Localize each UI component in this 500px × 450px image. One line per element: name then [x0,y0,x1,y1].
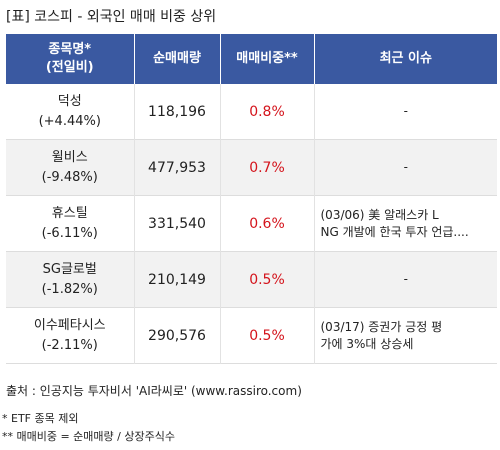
issue-line1: (03/06) 美 알래스카 L [320,207,439,222]
stock-name: 이수페타시스 [33,317,106,333]
stock-name: 휴스틸 [51,205,88,221]
header-volume: 순매매량 [134,34,221,84]
recent-issue: - [314,84,497,140]
stock-name: 덕성 [57,93,82,109]
net-volume: 118,196 [134,84,221,140]
header-issue: 최근 이슈 [314,34,497,84]
issue-line1: (03/17) 증권가 긍정 평 [320,319,443,334]
stock-name: 윌비스 [51,149,88,165]
header-row: 종목명* (전일비) 순매매량 매매비중** 최근 이슈 [6,34,497,84]
stock-change: (+4.44%) [38,113,101,129]
table-title: [표] 코스피 - 외국인 매매 비중 상위 [6,9,217,25]
stock-change: (-9.48%) [41,169,98,185]
net-volume: 210,149 [134,251,221,308]
table-row: 휴스틸 (-6.11%) 331,540 0.6% (03/06) 美 알래스카… [6,195,497,252]
issue-line2: NG 개발에 한국 투자 언급.... [320,224,469,239]
stock-name-cell: 덕성 (+4.44%) [6,84,135,140]
table-row: SG글로벌 (-1.82%) 210,149 0.5% - [6,251,497,308]
trade-ratio: 0.5% [220,251,315,308]
trade-ratio: 0.8% [220,84,315,140]
stock-name: SG글로벌 [42,261,97,277]
foreign-trading-table: 종목명* (전일비) 순매매량 매매비중** 최근 이슈 덕성 (+4.44%)… [6,34,497,364]
net-volume: 331,540 [134,195,221,252]
footnote-etf: * ETF 종목 제외 [2,412,79,425]
issue-line2: 가에 3%대 상승세 [320,336,414,351]
table-row: 윌비스 (-9.48%) 477,953 0.7% - [6,139,497,196]
stock-name-cell: 이수페타시스 (-2.11%) [6,307,135,364]
trade-ratio: 0.7% [220,139,315,196]
stock-name-cell: 휴스틸 (-6.11%) [6,195,135,252]
issue-line1: - [403,160,408,174]
header-name-line1: 종목명* [48,42,92,57]
stock-name-cell: SG글로벌 (-1.82%) [6,251,135,308]
stock-change: (-6.11%) [41,225,98,241]
issue-line1: - [403,272,408,286]
net-volume: 477,953 [134,139,221,196]
header-ratio: 매매비중** [220,34,315,84]
stock-name-cell: 윌비스 (-9.48%) [6,139,135,196]
stock-change: (-2.11%) [41,337,98,353]
net-volume: 290,576 [134,307,221,364]
source-text: 출처 : 인공지능 투자비서 'AI라씨로' (www.rassiro.com) [6,384,302,398]
table-row: 덕성 (+4.44%) 118,196 0.8% - [6,84,497,140]
footnote-ratio: ** 매매비중 = 순매매량 / 상장주식수 [2,430,175,443]
trade-ratio: 0.5% [220,307,315,364]
recent-issue: - [314,251,497,308]
table-row: 이수페타시스 (-2.11%) 290,576 0.5% (03/17) 증권가… [6,307,497,364]
recent-issue: - [314,139,497,196]
issue-line1: - [403,104,408,118]
trade-ratio: 0.6% [220,195,315,252]
stock-change: (-1.82%) [41,281,98,297]
header-name: 종목명* (전일비) [6,34,135,84]
recent-issue: (03/17) 증권가 긍정 평 가에 3%대 상승세 [314,308,497,364]
header-name-line2: (전일비) [45,60,94,75]
recent-issue: (03/06) 美 알래스카 L NG 개발에 한국 투자 언급.... [314,196,497,252]
